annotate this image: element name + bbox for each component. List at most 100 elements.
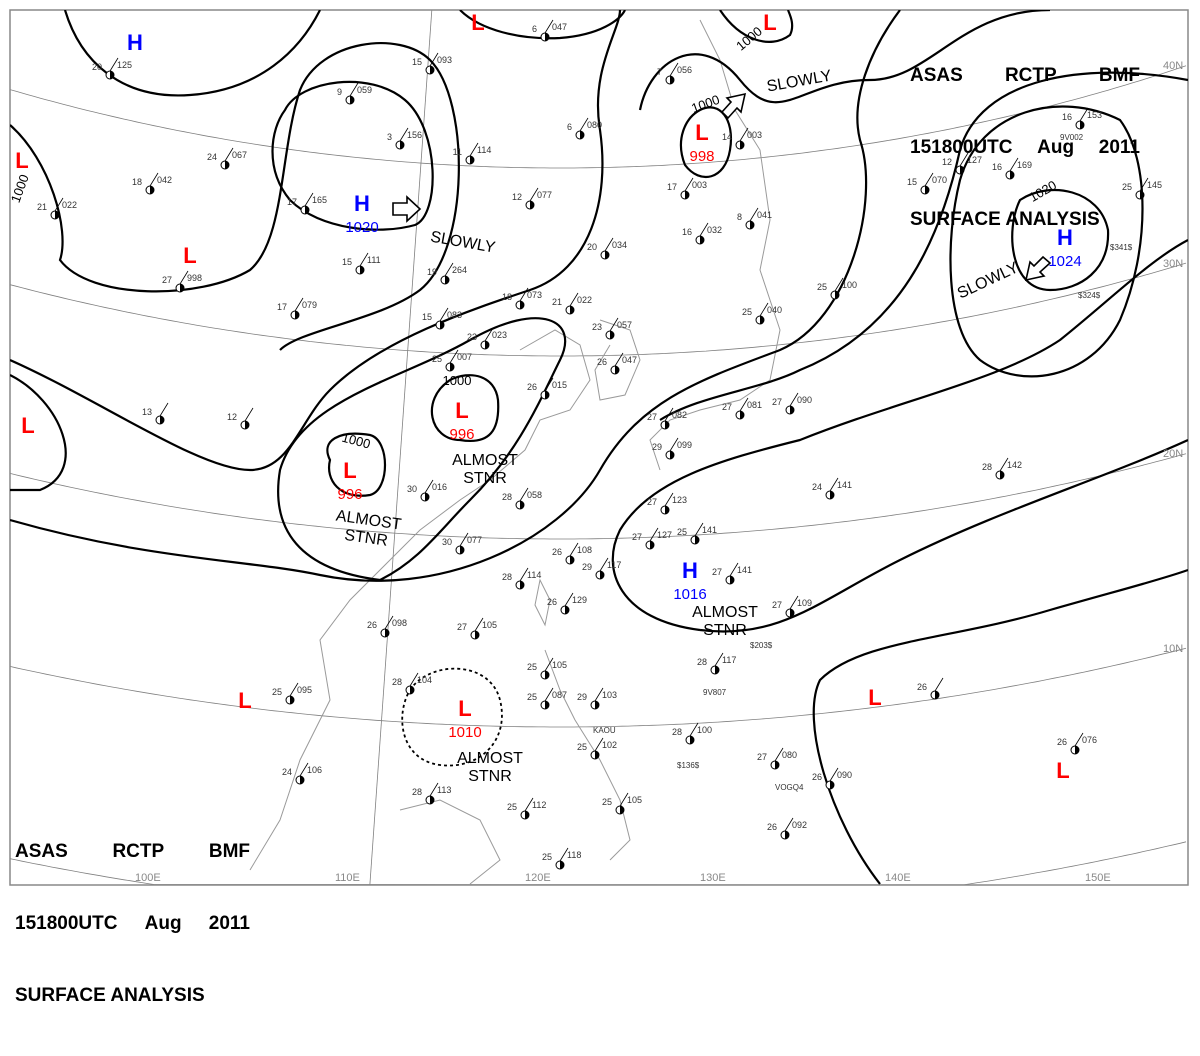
cloud-cover-icon [545,671,549,679]
low-pressure-symbol: L [868,685,881,710]
isobar [277,317,567,582]
station-plot: 7 056 [657,62,692,85]
cloud-cover-icon [790,609,794,617]
station-plot: 25 095 [272,682,312,705]
station-pressure: 095 [297,685,312,695]
longitude-label: 150E [1085,872,1111,884]
station-plot: 17 165 [287,192,327,215]
header-title: SURFACE ANALYSIS [15,985,205,1006]
cloud-cover-icon [460,546,464,554]
station-plot: 28 117 [697,652,736,675]
station-plot: 15 111 [342,252,381,275]
wind-barb-icon [429,52,439,67]
ship-id: 9V807 [703,688,727,697]
station-pressure: 106 [307,765,322,775]
wind-barb-icon [594,687,604,702]
wind-barb-icon [384,615,394,630]
wind-barb-icon [664,407,674,422]
cloud-cover-icon [385,629,389,637]
cloud-cover-icon [360,266,364,274]
wind-barb-icon [1074,732,1084,747]
cloud-cover-icon [665,421,669,429]
station-pressure: 040 [767,305,782,315]
station-pressure: 003 [747,130,762,140]
cloud-cover-icon [290,696,294,704]
graticule [10,10,1187,885]
wind-barb-icon [774,747,784,762]
station-temperature: 6 [532,24,537,34]
station-pressure: 264 [452,265,467,275]
station-temperature: 27 [162,275,172,285]
coastline-china [249,329,591,871]
station-pressure: 022 [62,200,77,210]
isobar [10,374,67,492]
ship-id: 9V002 [1060,133,1084,142]
cloud-cover-icon [430,796,434,804]
cloud-cover-icon [110,71,114,79]
station-plot: 25 102 [577,737,617,760]
station-temperature: 8 [737,212,742,222]
station-pressure: 108 [577,545,592,555]
wind-barb-icon [519,487,529,502]
station-temperature: 17 [277,302,287,312]
ship-id: $203$ [750,641,773,650]
station-pressure: 070 [932,175,947,185]
station-plot: 30 016 [407,479,447,502]
wind-barb-icon [789,392,799,407]
isobar-996 [430,374,500,443]
movement-label: STNR [468,768,512,785]
station-temperature: 26 [547,597,557,607]
station-temperature: 12 [227,412,237,422]
cloud-cover-icon [245,421,249,429]
station-temperature: 26 [917,682,927,692]
isobars [10,10,1188,885]
station-plot: 27 109 [772,595,812,618]
station-temperature: 28 [392,677,402,687]
station-pressure: 100 [697,725,712,735]
cloud-cover-icon [570,556,574,564]
station-pressure: 141 [837,480,852,490]
cloud-cover-icon [560,861,564,869]
cloud-cover-icon [670,451,674,459]
wind-barb-icon [789,595,799,610]
movement-label: ALMOST [452,452,518,469]
cloud-cover-icon [225,161,229,169]
arrow-icon [392,195,422,223]
cloud-cover-icon [715,666,719,674]
wind-barb-icon [459,532,469,547]
cloud-cover-icon [520,581,524,589]
station-temperature: 26 [552,547,562,557]
cloud-cover-icon [925,186,929,194]
wind-barb-icon [924,172,934,187]
station-temperature: 20 [587,242,597,252]
station-pressure: 022 [577,295,592,305]
station-plot: 27 080 [757,747,797,770]
station-pressure: 153 [1087,110,1102,120]
station-plot: 26 108 [552,542,592,565]
isobar-label: 1000 [8,172,32,204]
low-pressure-symbol: L [21,413,34,438]
wind-barb-icon [1009,157,1019,172]
central-pressure-value: 1010 [448,724,481,741]
station-plot: 15 070 [907,172,947,195]
station-temperature: 25 [272,687,282,697]
station-temperature: 17 [287,197,297,207]
isobar [10,10,901,582]
station-temperature: 11 [453,147,462,157]
wind-barb-icon [179,270,189,285]
station-plot: 27 141 [712,562,752,585]
station-plot: 18 073 [502,287,542,310]
station-temperature: 27 [632,532,642,542]
station-plot: 27 105 [457,617,497,640]
station-temperature: 18 [132,177,142,187]
cloud-cover-icon [785,831,789,839]
station-pressure: 079 [302,300,317,310]
latitude-label: 20N [1163,448,1183,460]
station-plot: 28 114 [502,567,541,590]
cloud-cover-icon [400,141,404,149]
ship-ids: 9V807 KAOU VOGQ4 9V002 $203$ $136$ $324$ $341$ [593,133,1133,792]
station-pressure: 047 [552,22,567,32]
station-plot: 26 076 [1057,732,1097,755]
wind-barb-icon [649,527,659,542]
cloud-cover-icon [1140,191,1144,199]
